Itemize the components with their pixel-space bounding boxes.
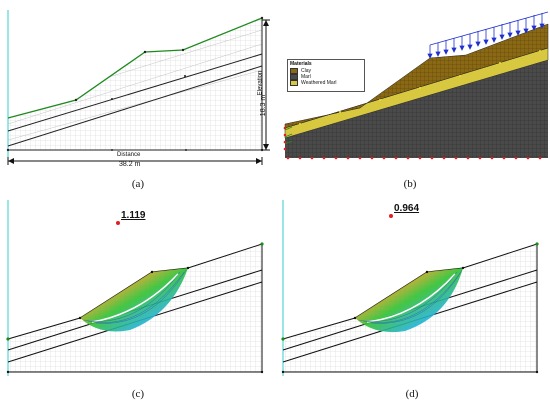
clay-layer bbox=[284, 23, 549, 129]
legend-item-clay: Clay bbox=[290, 68, 362, 74]
clay-swatch bbox=[290, 68, 298, 74]
legend-item-weathered-marl: Weathered Marl bbox=[290, 80, 362, 86]
caption-c: (c) bbox=[131, 388, 145, 400]
slip-center-point bbox=[116, 221, 120, 225]
distance-label: Distance bbox=[117, 152, 141, 158]
factor-of-safety-d: 0.964 bbox=[394, 203, 420, 214]
legend-item-marl: Marl bbox=[290, 74, 362, 80]
legend-label-clay: Clay bbox=[301, 68, 312, 74]
caption-b: (b) bbox=[403, 178, 417, 190]
slip-mass-contour bbox=[80, 268, 188, 332]
panel-a: Elevation 18.3 m Distance 38.2 m bbox=[0, 0, 275, 170]
panel-c bbox=[0, 196, 275, 381]
elevation-value: 18.3 m bbox=[260, 94, 268, 117]
fixed-boundary-markers bbox=[283, 126, 542, 160]
surface-load-arrows bbox=[427, 11, 549, 59]
panel-d bbox=[275, 196, 550, 381]
legend-label-weathered-marl: Weathered Marl bbox=[301, 80, 337, 86]
elevation-label: Elevation bbox=[257, 70, 264, 96]
slip-mass-contour bbox=[355, 268, 463, 333]
legend-title: Materials bbox=[290, 61, 312, 67]
critical-slip-surface bbox=[91, 273, 179, 323]
critical-slip-surface bbox=[366, 273, 456, 323]
caption-d: (d) bbox=[405, 388, 419, 400]
legend-label-marl: Marl bbox=[301, 74, 311, 80]
interface-markers bbox=[299, 50, 541, 125]
slip-center-point bbox=[389, 214, 393, 218]
caption-a: (a) bbox=[131, 178, 145, 190]
marl-swatch bbox=[290, 74, 298, 80]
left-support-markers bbox=[284, 126, 293, 145]
panel-d-drawing bbox=[281, 200, 539, 376]
panel-a-drawing bbox=[6, 10, 270, 165]
layer-boundary-upper bbox=[7, 53, 263, 132]
layer-boundary-lower bbox=[7, 65, 263, 147]
panel-c-drawing bbox=[6, 200, 264, 376]
factor-of-safety-c: 1.119 bbox=[121, 210, 146, 221]
weathered-marl-swatch bbox=[290, 80, 298, 86]
distance-value: 38.2 m bbox=[119, 161, 141, 168]
materials-legend: Materials Clay Marl Weathered Marl bbox=[287, 59, 365, 92]
